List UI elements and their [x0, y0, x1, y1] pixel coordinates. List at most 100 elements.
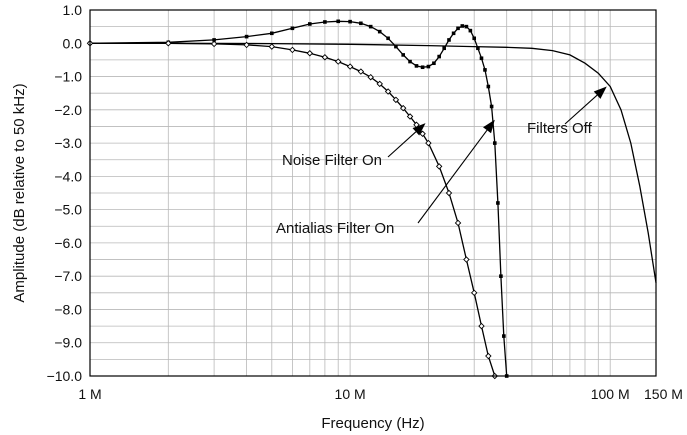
x-tick-label: 10 M — [335, 386, 366, 402]
annotation-arrowhead-antialias-filter-on — [483, 119, 495, 134]
data-point-antialias-filter-on — [464, 24, 469, 29]
data-point-antialias-filter-on — [451, 31, 456, 36]
data-point-antialias-filter-on — [323, 20, 327, 24]
y-tick-label: −7.0 — [54, 268, 82, 284]
y-tick-label: −4.0 — [54, 168, 82, 184]
x-tick-labels: 1 M 10 M 100 M 150 M — [78, 386, 683, 402]
series-line-antialias-filter-on — [89, 20, 508, 377]
data-point-antialias-filter-on — [368, 24, 373, 29]
data-point-antialias-filter-on — [420, 65, 425, 70]
annotation-arrow-noise-filter-on — [387, 131, 417, 158]
y-tick-label: 1.0 — [63, 2, 83, 18]
x-tick-label: 150 M — [644, 386, 683, 402]
data-point-noise-filter-on — [384, 88, 392, 95]
data-point-noise-filter-on — [289, 46, 296, 54]
data-point-antialias-filter-on — [244, 34, 249, 39]
annotation-antialias-filter-on: Antialias Filter On — [276, 220, 394, 237]
data-point-noise-filter-on — [306, 50, 314, 57]
data-point-noise-filter-on — [454, 219, 462, 227]
data-point-noise-filter-on — [376, 80, 383, 88]
data-point-antialias-filter-on — [212, 38, 216, 42]
data-point-antialias-filter-on — [270, 31, 274, 36]
data-point-antialias-filter-on — [502, 334, 506, 338]
data-point-antialias-filter-on — [377, 29, 382, 34]
plot-frame — [89, 9, 657, 377]
data-point-antialias-filter-on — [442, 46, 446, 51]
data-point-noise-filter-on — [367, 73, 374, 81]
x-axis-title: Frequency (Hz) — [321, 415, 424, 432]
annotation-filters-off: Filters Off — [527, 120, 593, 137]
data-point-noise-filter-on — [419, 130, 426, 138]
data-point-noise-filter-on — [321, 54, 329, 61]
series-line-noise-filter-on — [90, 42, 496, 377]
data-point-antialias-filter-on — [499, 274, 503, 278]
data-point-antialias-filter-on — [496, 201, 500, 205]
data-point-antialias-filter-on — [437, 54, 441, 59]
y-tick-label: −10.0 — [47, 368, 83, 384]
annotation-noise-filter-on: Noise Filter On — [282, 152, 382, 169]
x-tick-label: 100 M — [591, 386, 630, 402]
y-tick-label: −2.0 — [54, 102, 82, 118]
data-point-antialias-filter-on — [290, 26, 295, 31]
data-point-antialias-filter-on — [394, 44, 398, 49]
data-point-antialias-filter-on — [456, 26, 460, 31]
x-tick-label: 1 M — [78, 386, 101, 402]
data-point-antialias-filter-on — [401, 53, 405, 57]
data-point-noise-filter-on — [243, 41, 250, 49]
data-point-noise-filter-on — [399, 104, 407, 112]
data-point-noise-filter-on — [435, 163, 443, 170]
data-point-antialias-filter-on — [486, 84, 491, 89]
series-line-filters-off — [90, 42, 657, 283]
data-point-noise-filter-on — [478, 322, 485, 330]
data-point-antialias-filter-on — [386, 36, 390, 41]
y-tick-labels: 1.0 0.0 −1.0 −2.0 −3.0 −4.0 −5.0 −6.0 −7.0 −8.0 −9… — [47, 2, 83, 384]
data-point-noise-filter-on — [357, 68, 365, 75]
y-axis-title: Amplitude (dB relative to 50 kHz) — [11, 83, 28, 302]
annotation-arrowhead-filters-off — [593, 86, 607, 99]
data-point-antialias-filter-on — [460, 24, 465, 28]
y-tick-label: −3.0 — [54, 135, 82, 151]
data-point-antialias-filter-on — [468, 28, 473, 33]
data-point-noise-filter-on — [210, 40, 218, 48]
y-tick-label: −5.0 — [54, 202, 82, 218]
y-tick-label: −9.0 — [54, 335, 82, 351]
data-point-antialias-filter-on — [483, 68, 487, 72]
data-point-antialias-filter-on — [476, 46, 480, 51]
data-point-noise-filter-on — [425, 139, 432, 147]
data-point-noise-filter-on — [463, 256, 470, 263]
data-point-antialias-filter-on — [426, 64, 431, 69]
annotations: Noise Filter On Antialias Filter On Filter… — [276, 86, 607, 237]
data-point-antialias-filter-on — [479, 56, 484, 61]
data-point-antialias-filter-on — [308, 22, 312, 26]
data-point-antialias-filter-on — [348, 19, 352, 24]
data-point-antialias-filter-on — [432, 61, 436, 66]
data-point-antialias-filter-on — [414, 64, 419, 68]
data-point-antialias-filter-on — [408, 59, 412, 64]
data-point-antialias-filter-on — [472, 36, 476, 41]
annotation-arrowhead-noise-filter-on — [412, 123, 426, 136]
data-point-antialias-filter-on — [492, 141, 497, 145]
series-layer — [86, 19, 657, 380]
data-point-noise-filter-on — [268, 43, 276, 50]
data-point-noise-filter-on — [485, 352, 492, 360]
data-point-antialias-filter-on — [489, 104, 494, 109]
data-point-antialias-filter-on — [336, 19, 340, 24]
annotation-arrow-filters-off — [564, 94, 598, 125]
grid — [89, 9, 656, 377]
data-point-noise-filter-on — [470, 289, 478, 297]
data-point-noise-filter-on — [406, 113, 414, 120]
y-tick-label: −1.0 — [54, 69, 82, 85]
annotation-arrow-antialias-filter-on — [417, 129, 488, 224]
y-tick-label: −6.0 — [54, 235, 82, 251]
data-point-noise-filter-on — [334, 58, 342, 65]
y-tick-label: −8.0 — [54, 301, 82, 317]
data-point-antialias-filter-on — [359, 21, 363, 26]
data-point-noise-filter-on — [445, 189, 453, 197]
data-point-noise-filter-on — [392, 96, 400, 104]
data-point-noise-filter-on — [165, 40, 172, 47]
data-point-noise-filter-on — [346, 63, 354, 70]
data-point-antialias-filter-on — [447, 38, 451, 42]
y-tick-label: 0.0 — [63, 35, 83, 51]
